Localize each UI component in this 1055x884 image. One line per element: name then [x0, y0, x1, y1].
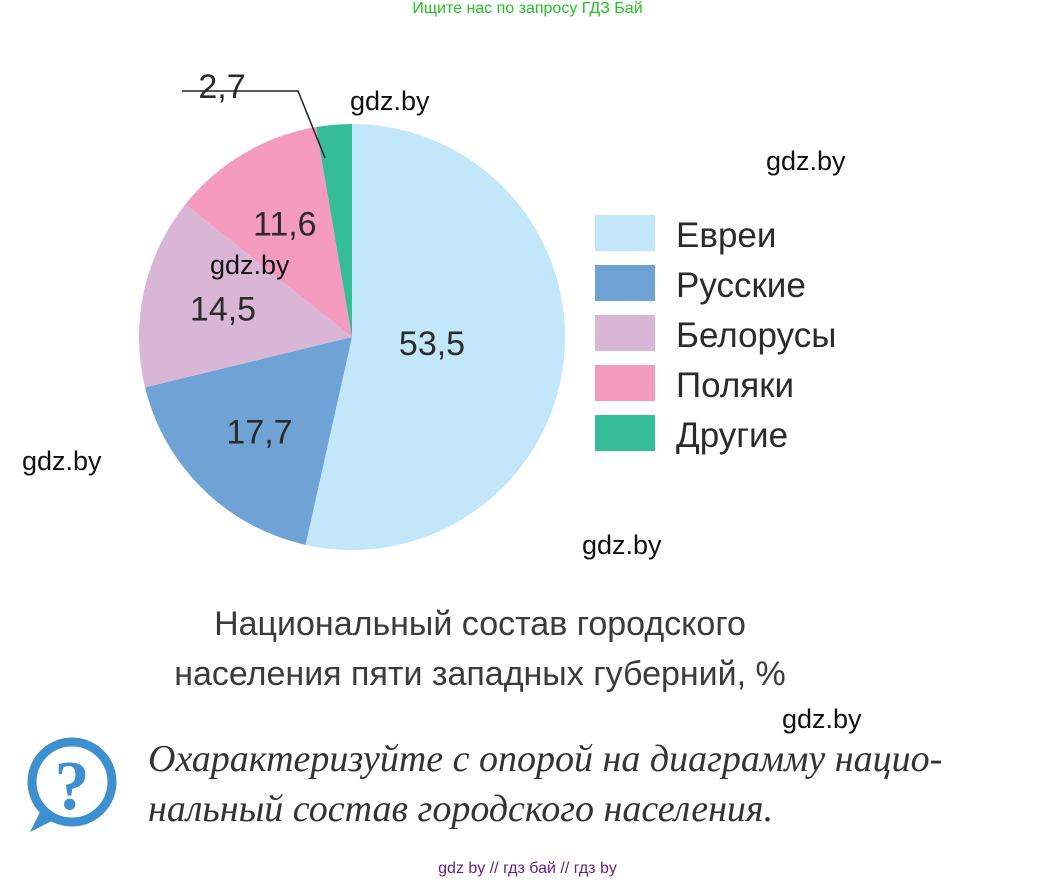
legend-swatch-polyaki	[595, 365, 655, 401]
chart-title-line-1: Национальный состав городского	[214, 605, 746, 643]
watermark: gdz.by	[782, 704, 862, 734]
watermark: gdz.by	[210, 250, 290, 280]
legend-label-polyaki: Поляки	[676, 366, 794, 405]
legend-swatch-drugie	[595, 415, 655, 451]
slice-label-evrei: 53,5	[399, 325, 465, 363]
pie-slice-russkie	[145, 337, 352, 545]
legend-label-russkie: Русские	[676, 266, 806, 305]
watermark: gdz.by	[582, 530, 662, 560]
pie-slice-drugie	[316, 124, 352, 337]
watermark: gdz.by	[766, 146, 846, 176]
legend: Евреи Русские Белорусы Поляки Другие	[595, 215, 836, 455]
pie-slice-polyaki	[185, 127, 352, 337]
slice-label-drugie: 2,7	[198, 68, 245, 106]
legend-swatch-evrei	[595, 215, 655, 251]
legend-label-belorusy: Белорусы	[676, 316, 836, 355]
question-line: нальный состав городского населения.	[148, 788, 774, 830]
legend-label-evrei: Евреи	[676, 216, 776, 255]
legend-swatch-russkie	[595, 265, 655, 301]
top-banner: Ищите нас по запросу ГДЗ Бай	[412, 0, 643, 17]
svg-text:?: ?	[55, 748, 90, 825]
legend-label-drugie: Другие	[676, 416, 788, 455]
slice-label-russkie: 17,7	[226, 413, 292, 451]
slice-label-belorusy: 14,5	[190, 291, 256, 329]
pie-slice-belorusy	[139, 204, 352, 388]
label-leader-line	[182, 90, 326, 159]
watermark: gdz.by	[22, 446, 102, 476]
question-text: Охарактеризуйте с опорой на диаграмму на…	[148, 734, 1048, 834]
footer: gdz by // гдз бай // гдз by	[438, 860, 617, 877]
slice-labels: 53,5 17,7 14,5 11,6 2,7	[190, 68, 465, 451]
legend-swatch-belorusy	[595, 315, 655, 351]
chart-title-line-2: населения пяти западных губерний, %	[174, 655, 786, 693]
slice-label-polyaki: 11,6	[253, 205, 317, 243]
pie-slices	[139, 124, 565, 550]
question-mark-icon: ?	[27, 737, 117, 832]
watermark: gdz.by	[350, 86, 430, 116]
question-line: Охарактеризуйте с опорой на диаграмму на…	[148, 738, 943, 780]
pie-slice-evrei	[305, 124, 565, 550]
